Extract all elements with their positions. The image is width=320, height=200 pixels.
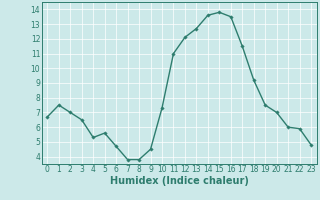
X-axis label: Humidex (Indice chaleur): Humidex (Indice chaleur) [110,176,249,186]
